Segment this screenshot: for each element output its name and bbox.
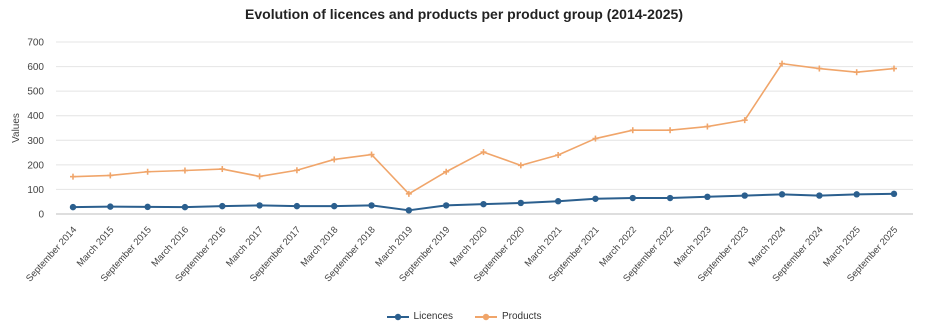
data-point-products[interactable] <box>779 60 786 67</box>
data-point-licences[interactable] <box>69 203 77 211</box>
data-point-licences[interactable] <box>666 194 674 202</box>
data-point-products[interactable] <box>181 167 188 174</box>
y-tick-label: 200 <box>27 160 44 171</box>
data-point-licences[interactable] <box>778 191 786 198</box>
data-point-products[interactable] <box>517 162 524 169</box>
chart-title: Evolution of licences and products per p… <box>245 6 683 22</box>
legend-swatch-products <box>475 313 497 320</box>
data-point-products[interactable] <box>405 190 412 197</box>
data-point-products[interactable] <box>443 168 450 175</box>
legend-swatch-licences <box>386 313 409 320</box>
data-point-products[interactable] <box>555 152 562 159</box>
data-point-products[interactable] <box>107 172 114 179</box>
legend-label-licences: Licences <box>413 311 453 322</box>
data-point-licences[interactable] <box>554 198 562 205</box>
data-point-licences[interactable] <box>219 202 226 210</box>
x-tick-label: September 2014 <box>24 225 79 285</box>
data-point-licences[interactable] <box>853 191 860 198</box>
data-point-licences[interactable] <box>368 202 375 209</box>
data-point-licences[interactable] <box>107 203 114 210</box>
data-point-licences[interactable] <box>256 202 263 209</box>
data-point-licences[interactable] <box>181 203 189 211</box>
chart-legend: Licences Products <box>0 311 928 322</box>
data-point-products[interactable] <box>891 65 897 72</box>
data-point-licences[interactable] <box>816 192 823 199</box>
y-tick-label: 500 <box>27 87 44 98</box>
data-point-products[interactable] <box>592 135 599 142</box>
data-point-products[interactable] <box>70 173 76 180</box>
series-line-products <box>72 62 895 195</box>
data-point-products[interactable] <box>741 117 748 124</box>
data-point-licences[interactable] <box>517 199 525 207</box>
legend-item-products[interactable]: Products <box>475 311 541 322</box>
data-point-licences[interactable] <box>405 207 413 214</box>
data-point-products[interactable] <box>480 149 487 156</box>
y-tick-label: 600 <box>27 62 44 73</box>
data-point-products[interactable] <box>629 127 636 134</box>
data-point-licences[interactable] <box>331 202 338 210</box>
data-point-licences[interactable] <box>480 200 487 208</box>
data-point-licences[interactable] <box>144 203 151 211</box>
data-point-products[interactable] <box>293 167 300 174</box>
y-tick-label: 300 <box>27 136 44 147</box>
data-point-products[interactable] <box>667 127 674 134</box>
y-tick-label: 0 <box>38 210 44 221</box>
y-tick-label: 700 <box>27 38 44 49</box>
data-point-products[interactable] <box>704 123 711 130</box>
data-point-licences[interactable] <box>741 192 748 199</box>
data-point-licences[interactable] <box>592 195 599 202</box>
y-tick-label: 100 <box>27 185 44 196</box>
data-point-licences[interactable] <box>629 194 636 202</box>
data-point-products[interactable] <box>331 156 338 163</box>
data-point-products[interactable] <box>816 65 823 72</box>
data-point-products[interactable] <box>368 151 375 158</box>
legend-label-products: Products <box>502 311 542 322</box>
data-point-products[interactable] <box>853 69 860 76</box>
y-tick-label: 400 <box>27 111 44 122</box>
data-point-products[interactable] <box>144 168 151 175</box>
data-point-licences[interactable] <box>442 202 450 209</box>
data-point-products[interactable] <box>219 166 226 173</box>
data-point-licences[interactable] <box>704 193 711 200</box>
data-point-licences[interactable] <box>890 190 898 198</box>
data-point-products[interactable] <box>256 173 263 180</box>
legend-item-licences[interactable]: Licences <box>386 311 453 322</box>
y-axis-title: Values <box>11 113 22 143</box>
data-point-licences[interactable] <box>293 202 301 210</box>
